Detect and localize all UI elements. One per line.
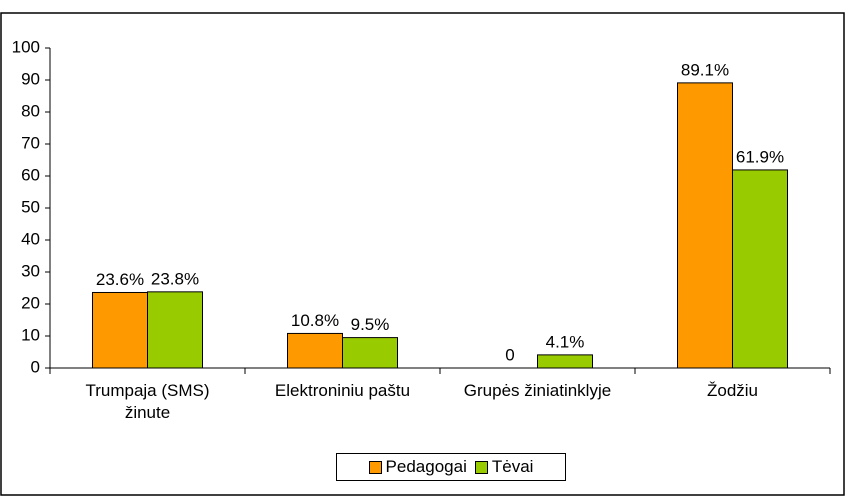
x-tick-label: Žodžiu — [706, 381, 759, 400]
legend-swatch — [474, 461, 488, 475]
data-label: 23.8% — [151, 269, 199, 288]
y-tick-label: 0 — [31, 357, 40, 376]
x-tick-label: Grupės žiniatinklyje — [463, 381, 612, 400]
bar — [147, 291, 203, 369]
bar — [287, 332, 343, 369]
bar — [92, 291, 148, 369]
data-label: 23.6% — [96, 270, 144, 289]
x-tick-label: Elektroniniu paštu — [274, 381, 411, 400]
y-tick-label: 40 — [21, 229, 40, 248]
data-label: 61.9% — [736, 147, 784, 166]
legend-label: Pedagogai — [385, 457, 467, 476]
data-label: 4.1% — [546, 332, 585, 351]
y-tick-label: 10 — [21, 325, 40, 344]
y-tick-label: 60 — [21, 165, 40, 184]
bar — [537, 354, 593, 369]
y-tick-label: 90 — [21, 69, 40, 88]
legend: Pedagogai Tėvai — [336, 453, 566, 481]
y-tick-label: 20 — [21, 293, 40, 312]
x-tick-label: Trumpaja (SMS) žinute — [85, 381, 210, 422]
data-label: 9.5% — [351, 315, 390, 334]
legend-item: Tėvai — [474, 457, 534, 477]
legend-item: Pedagogai — [368, 457, 467, 477]
y-tick-label: 30 — [21, 261, 40, 280]
y-tick-label: 70 — [21, 133, 40, 152]
y-tick-label: 100 — [12, 37, 40, 56]
legend-swatch — [368, 461, 382, 475]
legend-label: Tėvai — [491, 457, 534, 476]
bar — [342, 337, 398, 369]
chart-border — [0, 12, 845, 496]
y-tick-label: 80 — [21, 101, 40, 120]
data-label: 0 — [505, 345, 514, 364]
bar — [732, 169, 788, 369]
bar — [677, 82, 733, 369]
y-tick-label: 50 — [21, 197, 40, 216]
data-label: 10.8% — [291, 311, 339, 330]
data-label: 89.1% — [681, 60, 729, 79]
